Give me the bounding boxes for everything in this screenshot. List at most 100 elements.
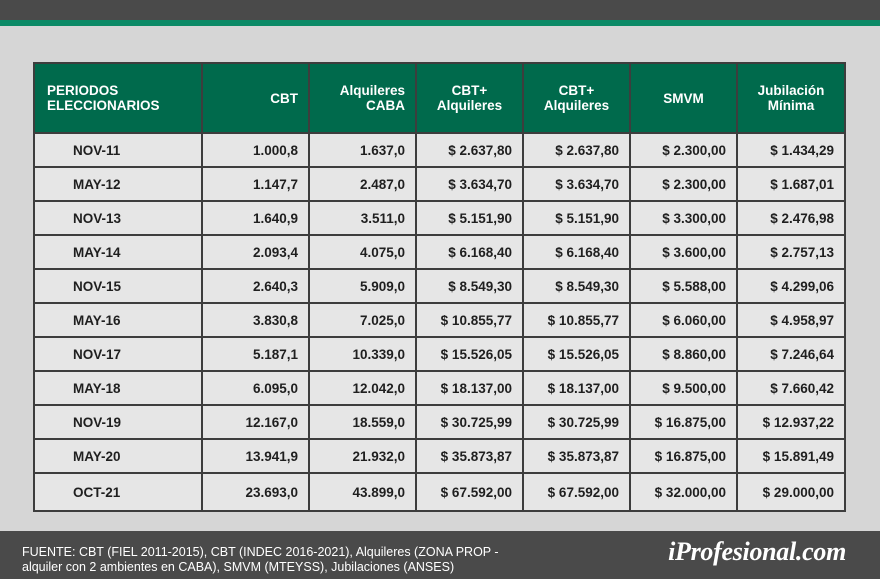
value-cell: $ 8.860,00 [630,336,738,371]
value-cell: $ 3.634,70 [523,166,631,201]
value-cell: $ 35.873,87 [523,438,631,473]
column-header: SMVM [630,64,738,133]
period-cell: MAY-18 [35,370,203,405]
value-cell: $ 30.725,99 [416,404,524,439]
table-row: MAY-20 13.941,9 21.932,0 $ 35.873,87 $ 35.87… [35,438,844,473]
value-cell: $ 3.634,70 [416,166,524,201]
period-cell: NOV-19 [35,404,203,439]
value-cell: $ 30.725,99 [523,404,631,439]
period-cell: NOV-15 [35,268,203,303]
table-row: NOV-15 2.640,3 5.909,0 $ 8.549,30 $ 8.549,30… [35,268,844,303]
source-note: FUENTE: CBT (FIEL 2011-2015), CBT (INDEC… [22,545,582,575]
top-bar [0,0,880,20]
table-row: MAY-12 1.147,7 2.487,0 $ 3.634,70 $ 3.634,70… [35,166,844,201]
period-cell: MAY-12 [35,166,203,201]
value-cell: $ 35.873,87 [416,438,524,473]
column-header: Alquileres CABA [309,64,417,133]
value-cell: $ 15.526,05 [416,336,524,371]
value-cell: 5.187,1 [202,336,310,371]
period-cell: NOV-11 [35,132,203,167]
value-cell: 7.025,0 [309,302,417,337]
column-header: Jubilación Mínima [737,64,844,133]
data-table: PERIODOS ELECCIONARIOS CBT Alquileres CABA CB… [35,64,844,510]
value-cell: $ 18.137,00 [416,370,524,405]
value-cell: 6.095,0 [202,370,310,405]
column-header-line: CABA [366,98,405,113]
value-cell: $ 3.600,00 [630,234,738,269]
period-cell: MAY-20 [35,438,203,473]
value-cell: $ 18.137,00 [523,370,631,405]
period-cell: NOV-17 [35,336,203,371]
value-cell: $ 7.660,42 [737,370,844,405]
value-cell: $ 5.151,90 [523,200,631,235]
value-cell: $ 6.168,40 [523,234,631,269]
period-cell: OCT-21 [35,472,203,510]
column-header: CBT+ Alquileres [416,64,524,133]
value-cell: $ 1.434,29 [737,132,844,167]
value-cell: $ 29.000,00 [737,472,844,510]
value-cell: $ 5.588,00 [630,268,738,303]
value-cell: $ 2.757,13 [737,234,844,269]
table-row: NOV-17 5.187,1 10.339,0 $ 15.526,05 $ 15.526… [35,336,844,371]
period-cell: MAY-14 [35,234,203,269]
value-cell: 2.487,0 [309,166,417,201]
column-header-line: CBT+ [558,83,595,98]
value-cell: $ 1.687,01 [737,166,844,201]
table-row: NOV-19 12.167,0 18.559,0 $ 30.725,99 $ 30.72… [35,404,844,439]
value-cell: 23.693,0 [202,472,310,510]
table-row: NOV-11 1.000,8 1.637,0 $ 2.637,80 $ 2.637,80… [35,132,844,167]
value-cell: $ 4.299,06 [737,268,844,303]
brand-logo: iProfesional.com [668,537,846,566]
column-header-line: CBT+ [451,83,488,98]
value-cell: $ 2.476,98 [737,200,844,235]
value-cell: $ 67.592,00 [523,472,631,510]
value-cell: $ 2.637,80 [523,132,631,167]
value-cell: 4.075,0 [309,234,417,269]
value-cell: 13.941,9 [202,438,310,473]
value-cell: $ 5.151,90 [416,200,524,235]
value-cell: 1.000,8 [202,132,310,167]
value-cell: $ 6.168,40 [416,234,524,269]
value-cell: 12.042,0 [309,370,417,405]
value-cell: $ 12.937,22 [737,404,844,439]
column-header: CBT+ Alquileres [523,64,631,133]
value-cell: $ 32.000,00 [630,472,738,510]
table-row: NOV-13 1.640,9 3.511,0 $ 5.151,90 $ 5.151,90… [35,200,844,235]
table-row: MAY-14 2.093,4 4.075,0 $ 6.168,40 $ 6.168,40… [35,234,844,269]
column-header: PERIODOS ELECCIONARIOS [35,64,203,133]
source-line: FUENTE: CBT (FIEL 2011-2015), CBT (INDEC… [22,545,499,559]
column-header-line: Alquileres [543,98,610,113]
value-cell: 1.640,9 [202,200,310,235]
value-cell: 2.640,3 [202,268,310,303]
column-header-line: SMVM [663,90,704,106]
value-cell: 21.932,0 [309,438,417,473]
table-body: NOV-11 1.000,8 1.637,0 $ 2.637,80 $ 2.637,80… [35,132,844,510]
column-header-line: PERIODOS [47,83,119,98]
value-cell: $ 4.958,97 [737,302,844,337]
value-cell: $ 16.875,00 [630,438,738,473]
value-cell: 1.147,7 [202,166,310,201]
value-cell: 5.909,0 [309,268,417,303]
column-header-line: Jubilación [757,83,825,98]
value-cell: $ 6.060,00 [630,302,738,337]
value-cell: $ 8.549,30 [416,268,524,303]
column-header-line: CBT [270,90,298,106]
value-cell: $ 2.300,00 [630,132,738,167]
value-cell: $ 10.855,77 [523,302,631,337]
value-cell: $ 3.300,00 [630,200,738,235]
value-cell: $ 2.300,00 [630,166,738,201]
value-cell: $ 8.549,30 [523,268,631,303]
table-row: OCT-21 23.693,0 43.899,0 $ 67.592,00 $ 67.59… [35,472,844,510]
value-cell: 43.899,0 [309,472,417,510]
value-cell: $ 16.875,00 [630,404,738,439]
value-cell: 2.093,4 [202,234,310,269]
table-row: MAY-18 6.095,0 12.042,0 $ 18.137,00 $ 18.137… [35,370,844,405]
value-cell: 3.830,8 [202,302,310,337]
period-cell: NOV-13 [35,200,203,235]
column-header: CBT [202,64,310,133]
value-cell: $ 7.246,64 [737,336,844,371]
accent-line [0,20,880,26]
value-cell: 18.559,0 [309,404,417,439]
value-cell: 1.637,0 [309,132,417,167]
value-cell: $ 9.500,00 [630,370,738,405]
